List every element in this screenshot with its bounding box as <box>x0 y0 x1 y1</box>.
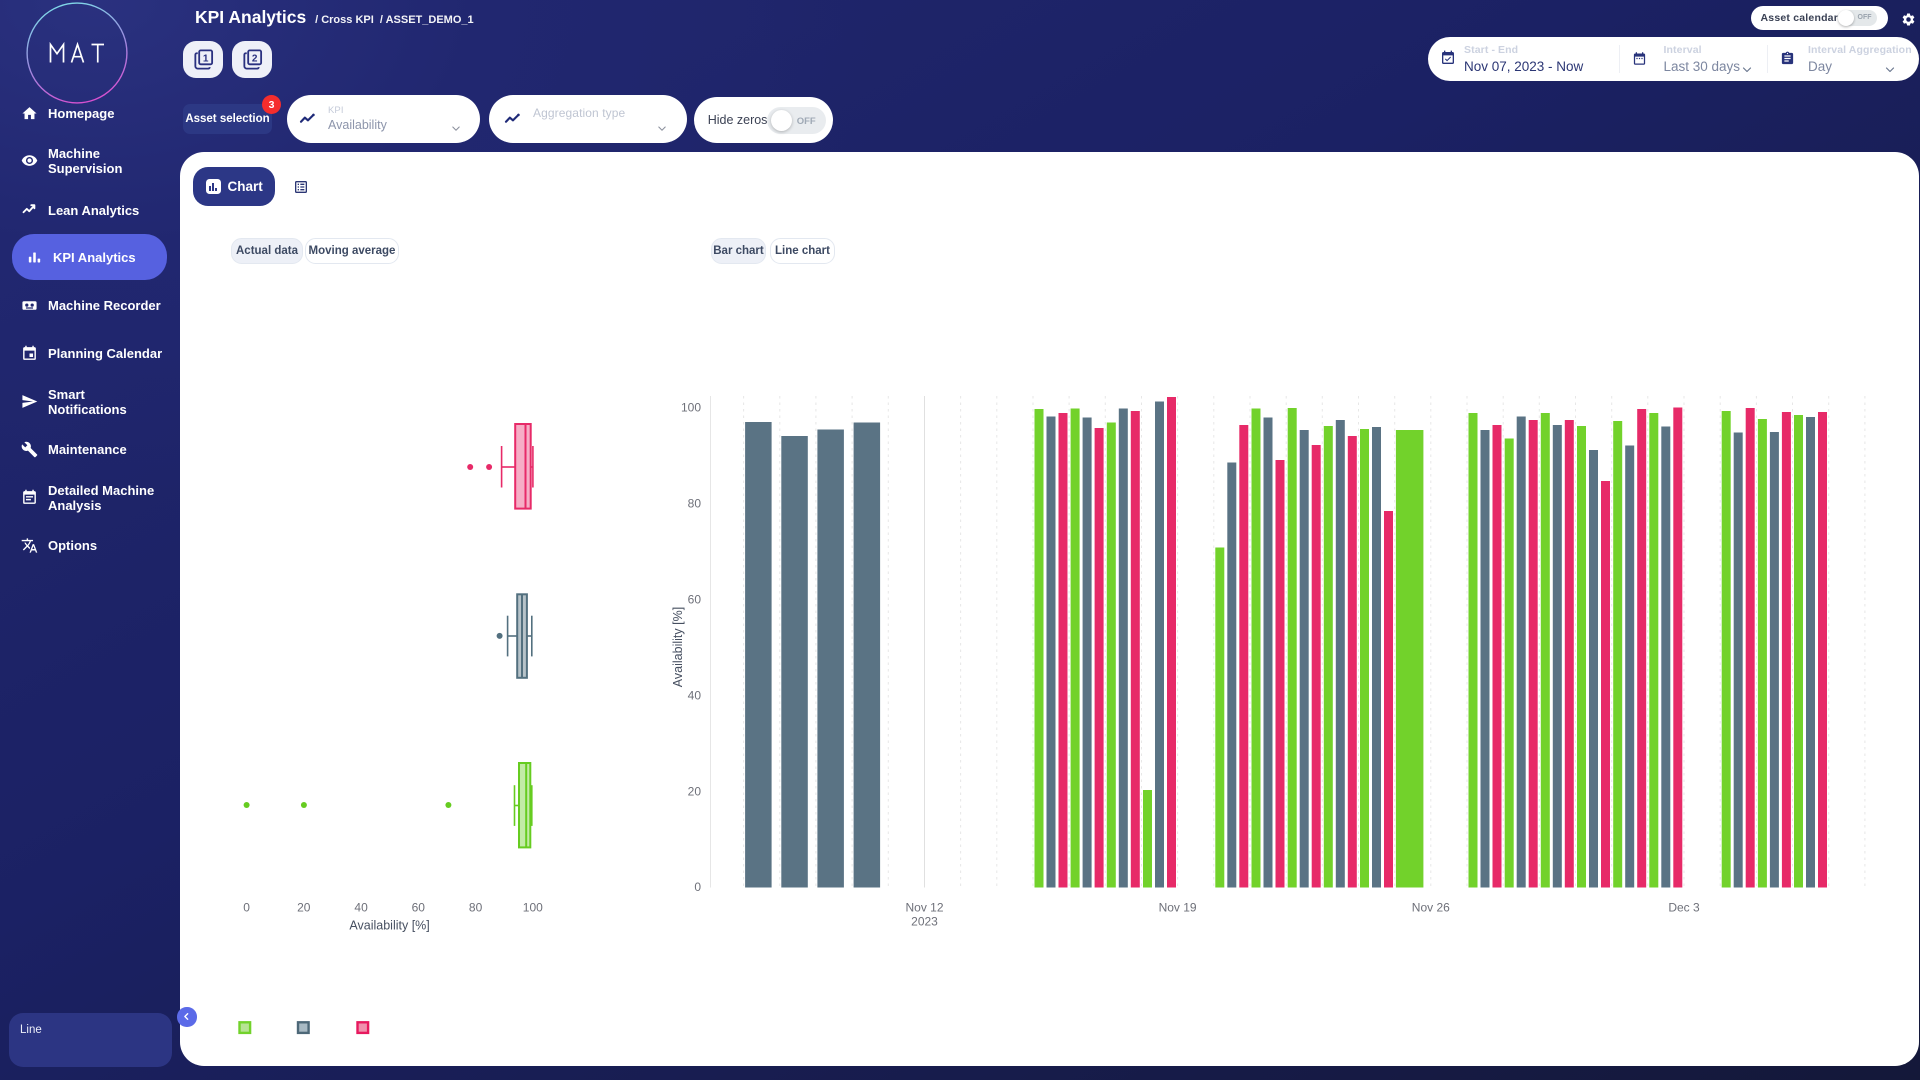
svg-text:Availability [%]: Availability [%] <box>671 607 685 687</box>
svg-text:2023: 2023 <box>911 915 938 929</box>
svg-text:Nov 26: Nov 26 <box>1412 901 1450 915</box>
svg-text:100: 100 <box>523 901 543 915</box>
svg-text:Dec 3: Dec 3 <box>1668 901 1700 915</box>
svg-text:80: 80 <box>688 497 702 511</box>
svg-text:20: 20 <box>688 784 702 798</box>
svg-text:40: 40 <box>688 688 702 702</box>
svg-text:60: 60 <box>412 901 426 915</box>
svg-text:60: 60 <box>688 592 702 606</box>
svg-text:0: 0 <box>694 880 701 894</box>
svg-text:0: 0 <box>243 901 250 915</box>
svg-text:100: 100 <box>681 401 701 415</box>
svg-text:80: 80 <box>469 901 483 915</box>
svg-text:Nov 12: Nov 12 <box>905 901 943 915</box>
svg-text:Nov 19: Nov 19 <box>1159 901 1197 915</box>
svg-text:2: 2 <box>251 53 257 64</box>
svg-text:20: 20 <box>297 901 311 915</box>
svg-text:40: 40 <box>354 901 368 915</box>
svg-text:Availability [%]: Availability [%] <box>349 919 429 933</box>
svg-text:1: 1 <box>202 53 208 64</box>
